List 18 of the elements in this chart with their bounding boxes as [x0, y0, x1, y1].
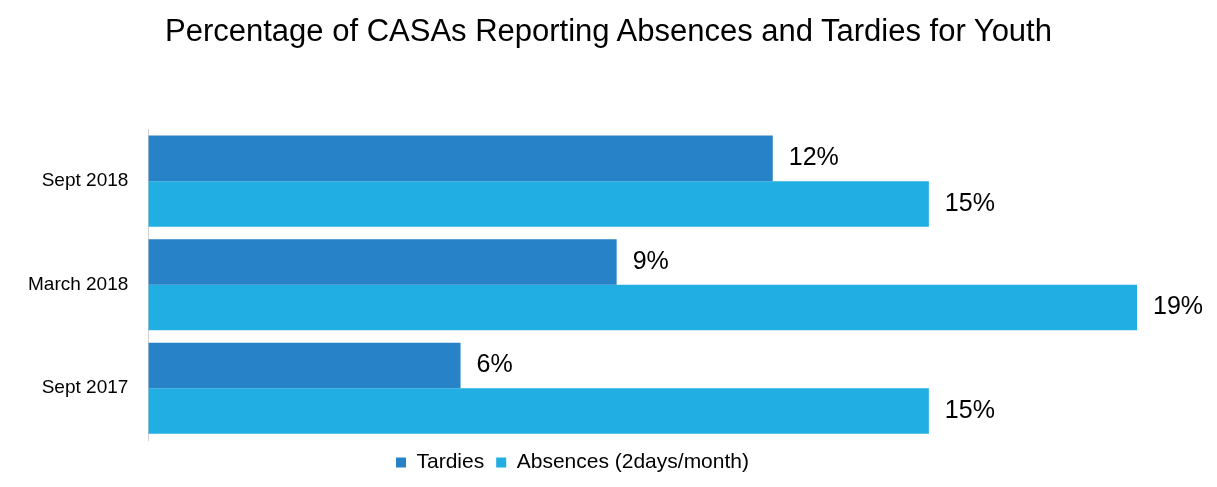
- y-tick-label: Sept 2018: [41, 169, 129, 191]
- legend-label: Absences (2days/month): [516, 449, 749, 473]
- bar: [148, 181, 929, 227]
- y-tick-label: Sept 2017: [41, 376, 129, 398]
- chart-title: Percentage of CASAs Reporting Absences and Tardies for Youth: [164, 12, 1053, 50]
- bar: [148, 388, 929, 434]
- bar: [148, 342, 461, 389]
- data-label: 9%: [632, 245, 669, 274]
- data-label: 15%: [944, 187, 995, 216]
- data-label: 15%: [944, 394, 995, 423]
- y-tick-label: March 2018: [27, 272, 129, 294]
- bar: [148, 135, 773, 182]
- legend-label: Tardies: [416, 449, 485, 473]
- bar: [148, 239, 617, 285]
- data-label: 6%: [476, 349, 513, 378]
- data-label: 12%: [788, 142, 839, 171]
- bar: [148, 284, 1137, 331]
- data-label: 19%: [1153, 291, 1204, 320]
